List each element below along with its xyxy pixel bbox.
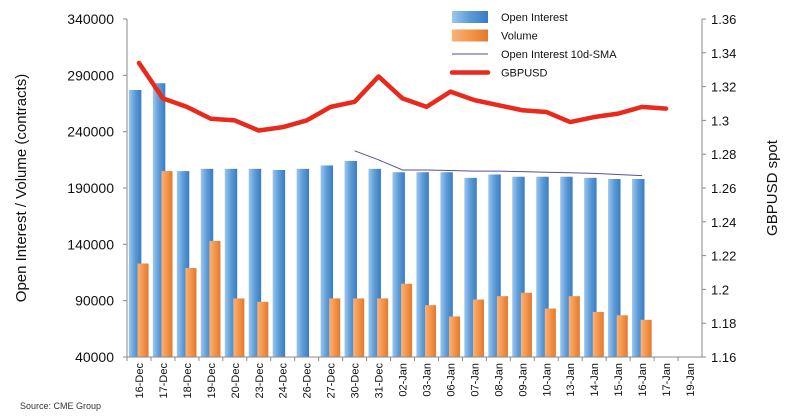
volume-bar <box>640 319 652 357</box>
left-tick-label: 40000 <box>75 349 114 365</box>
volume-bar <box>568 296 580 357</box>
open-interest-bar <box>440 172 453 357</box>
x-tick-label: 17-Jan <box>661 363 673 397</box>
x-tick-label: 23-Dec <box>254 363 266 399</box>
volume-bar <box>496 296 508 357</box>
legend: Open Interest Volume Open Interest 10d-SMA… <box>449 11 617 80</box>
volume-bar <box>544 308 556 357</box>
x-tick-label: 16-Jan <box>637 363 649 397</box>
left-tick-label: 90000 <box>75 293 114 309</box>
x-tick-label: 30-Dec <box>350 363 362 399</box>
volume-bar <box>233 298 245 357</box>
right-tick-label: 1.32 <box>711 80 736 95</box>
x-tick-label: 14-Jan <box>589 363 601 397</box>
left-tick-label: 140000 <box>67 236 114 252</box>
right-tick-label: 1.26 <box>711 181 736 196</box>
volume-bar <box>185 267 197 357</box>
open-interest-bar <box>296 168 310 357</box>
left-tick-label: 190000 <box>67 180 114 196</box>
x-tick-label: 24-Dec <box>278 363 290 399</box>
legend-volume-swatch <box>452 29 488 42</box>
x-tick-label: 13-Jan <box>565 363 577 397</box>
legend-open-interest-swatch <box>452 11 488 23</box>
volume-bar <box>137 263 149 357</box>
axes-layer: 40000 90000 140000 190000 240000 290000 340000… <box>13 11 781 398</box>
x-tick-label: 19-Jan <box>685 363 697 397</box>
volume-bar <box>209 240 221 357</box>
right-tick-label: 1.16 <box>711 350 736 365</box>
x-tick-label: 02-Jan <box>398 363 410 397</box>
volume-bar <box>520 292 532 357</box>
volume-bar <box>257 301 269 357</box>
x-tick-label: 08-Jan <box>493 363 505 397</box>
volume-bar <box>353 298 365 357</box>
lines-layer <box>136 60 669 177</box>
x-tick-label: 15-Jan <box>613 363 625 397</box>
legend-volume-label: Volume <box>501 31 538 43</box>
x-tick-label: 06-Jan <box>445 363 457 397</box>
legend-gbpusd-label: GBPUSD <box>501 68 548 80</box>
gbpusd-line <box>136 60 669 133</box>
right-axis-title: GBPUSD spot <box>764 139 781 236</box>
right-tick-label: 1.18 <box>711 316 736 331</box>
x-tick-label: 03-Jan <box>421 363 433 397</box>
open-interest-sma-line <box>354 150 643 177</box>
x-tick-label: 20-Dec <box>230 363 242 399</box>
right-tick-label: 1.24 <box>711 215 736 230</box>
x-tick-label: 18-Dec <box>182 363 194 399</box>
right-tick-label: 1.3 <box>711 113 729 128</box>
volume-bar <box>449 316 461 357</box>
volume-bar <box>161 171 173 357</box>
right-tick-label: 1.36 <box>711 12 736 27</box>
left-tick-label: 340000 <box>67 11 114 27</box>
volume-bar <box>377 298 389 357</box>
open-interest-bar <box>272 169 286 357</box>
x-tick-label: 16-Dec <box>134 363 146 399</box>
legend-open-interest-label: Open Interest <box>501 12 568 24</box>
x-tick-label: 17-Dec <box>158 363 170 399</box>
volume-bar <box>472 299 484 357</box>
volume-bar <box>616 315 628 357</box>
x-tick-label: 07-Jan <box>469 363 481 397</box>
x-tick-label: 09-Jan <box>517 363 529 397</box>
volume-bar <box>425 305 437 357</box>
x-tick-label: 31-Dec <box>374 363 386 399</box>
volume-bar <box>401 283 413 357</box>
open-interest-bar <box>632 178 645 357</box>
bars-layer <box>128 83 652 357</box>
x-tick-label: 19-Dec <box>206 363 218 399</box>
volume-bar <box>592 311 604 357</box>
left-axis-title: Open Interest / Volume (contracts) <box>13 74 30 302</box>
right-tick-label: 1.22 <box>711 249 736 264</box>
x-tick-label: 27-Dec <box>326 363 338 399</box>
x-tick-label: 26-Dec <box>302 363 314 399</box>
legend-sma-label: Open Interest 10d-SMA <box>501 49 617 61</box>
volume-bar <box>329 298 341 357</box>
open-interest-bar <box>608 178 621 357</box>
right-tick-label: 1.34 <box>711 46 736 61</box>
left-tick-label: 240000 <box>67 124 114 140</box>
right-tick-label: 1.28 <box>711 147 736 162</box>
right-tick-label: 1.2 <box>711 282 729 297</box>
x-tick-label: 10-Jan <box>541 363 553 397</box>
source-note: Source: CME Group <box>20 401 102 411</box>
left-tick-label: 290000 <box>67 67 114 83</box>
